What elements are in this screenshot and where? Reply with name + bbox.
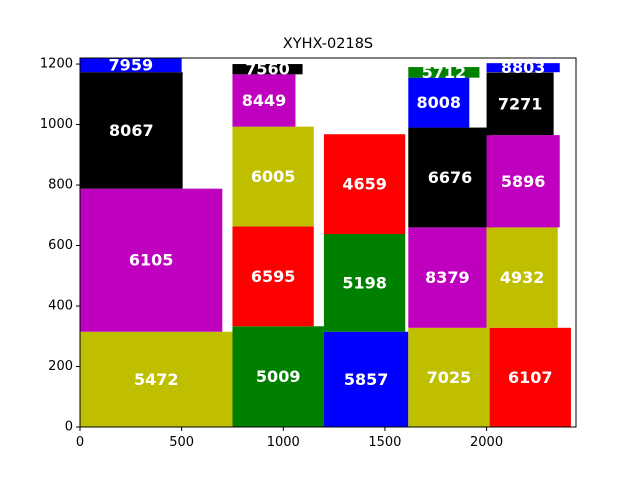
treemap-cell: 8449 (232, 74, 296, 127)
treemap-rect-label: 8008 (417, 93, 462, 112)
treemap-cell: 6595 (232, 226, 314, 327)
treemap-rect-label: 8067 (109, 121, 154, 140)
treemap-rect (232, 226, 314, 327)
treemap-rect-label: 5198 (342, 273, 387, 292)
treemap-cell: 7959 (80, 56, 182, 75)
treemap-rect-label: 7959 (109, 56, 154, 75)
treemap-rect (408, 77, 470, 128)
treemap-cell: 5472 (80, 331, 233, 427)
treemap-rect-label: 6107 (508, 368, 553, 387)
treemap-rect-label: 7560 (245, 60, 290, 79)
treemap-rect (486, 63, 560, 73)
treemap-rect (408, 327, 490, 427)
x-tick-label: 1000 (267, 435, 300, 450)
x-axis: 0 500 1000 1500 2000 (76, 427, 503, 450)
treemap-rect-label: 7025 (427, 368, 472, 387)
treemap-cell: 6005 (232, 126, 314, 227)
treemap-cell: 7025 (408, 327, 490, 427)
treemap-rect (323, 234, 406, 332)
y-tick-label: 1200 (40, 57, 73, 72)
x-tick-label: 0 (76, 435, 84, 450)
treemap-rect (486, 227, 558, 328)
treemap-rect-label: 8379 (425, 268, 470, 287)
treemap-cell: 6107 (489, 327, 571, 427)
treemap-rect-label: 8803 (501, 58, 546, 77)
treemap-rect-label: 4932 (500, 268, 545, 287)
x-tick-label: 500 (169, 435, 194, 450)
y-axis: 0 200 400 600 800 1000 1200 (40, 57, 80, 435)
treemap-rect-label: 5472 (134, 370, 179, 389)
treemap-cell: 8379 (408, 227, 487, 328)
treemap-cell: 5009 (232, 326, 324, 427)
treemap-rect-label: 6105 (129, 251, 174, 270)
treemap-rect (80, 331, 233, 427)
treemap-rect (486, 135, 560, 228)
treemap-rect (232, 64, 303, 75)
plot-frame (79, 57, 577, 428)
chart-title: XYHX-0218S (283, 36, 373, 52)
treemap-cell: 7271 (486, 72, 554, 136)
treemap-cell: 4659 (323, 134, 406, 235)
rects-layer: 5472 6105 8067 7959 5009 6595 6005 8449 7560 5857… (80, 56, 571, 427)
treemap-cell: 8067 (80, 72, 183, 189)
treemap-cell: 5198 (323, 234, 406, 332)
treemap-rect (80, 188, 223, 332)
treemap-rect-label: 6005 (251, 167, 296, 186)
x-tick-label: 2000 (470, 435, 503, 450)
y-tick-label: 1000 (40, 117, 73, 132)
y-tick-label: 800 (48, 178, 73, 193)
treemap-rect (408, 127, 492, 228)
treemap-rect (408, 227, 487, 328)
treemap-rect (80, 58, 182, 73)
treemap-rect-label: 5857 (344, 370, 389, 389)
treemap-rect-label: 6595 (251, 267, 296, 286)
treemap-cell: 4932 (486, 227, 558, 328)
treemap-cell: 8803 (486, 58, 560, 77)
treemap-cell: 5712 (408, 63, 480, 82)
treemap-cell: 6676 (408, 127, 492, 228)
y-tick-label: 600 (48, 238, 73, 253)
y-tick-label: 0 (65, 420, 73, 435)
treemap-cell: 5857 (323, 331, 409, 427)
treemap-rect (489, 327, 571, 427)
y-tick-label: 200 (48, 359, 73, 374)
x-tick-label: 1500 (368, 435, 401, 450)
treemap-rect-label: 8449 (242, 91, 287, 110)
treemap-rect (232, 74, 296, 127)
treemap-cell: 6105 (80, 188, 223, 332)
treemap-rect (80, 72, 183, 189)
treemap-cell: 7560 (232, 60, 303, 79)
treemap-rect-label: 5896 (501, 172, 546, 191)
treemap-rect (232, 326, 324, 427)
treemap-rect-label: 5712 (422, 63, 467, 82)
treemap-rect (486, 72, 554, 136)
treemap-rect-label: 7271 (498, 94, 543, 113)
treemap-rect (408, 67, 480, 78)
treemap-rect (323, 134, 406, 235)
treemap-rect (323, 331, 409, 427)
treemap-rect-label: 5009 (256, 367, 301, 386)
y-tick-label: 400 (48, 299, 73, 314)
treemap-rect (232, 126, 314, 227)
treemap-rect-label: 6676 (428, 168, 473, 187)
treemap-cell: 5896 (486, 135, 560, 228)
treemap-cell: 8008 (408, 77, 470, 128)
treemap-rect-label: 4659 (342, 175, 387, 194)
